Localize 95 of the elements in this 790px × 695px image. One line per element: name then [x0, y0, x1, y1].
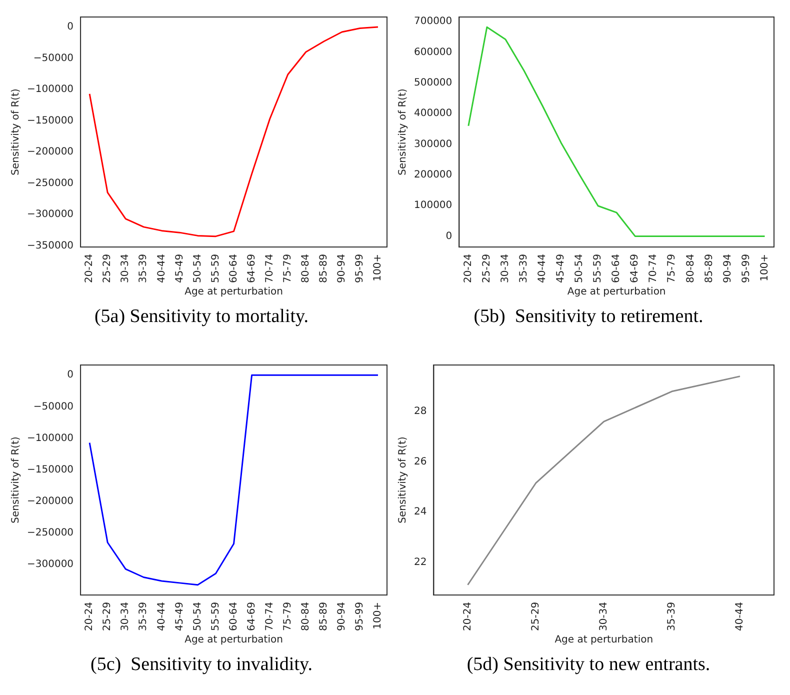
- x-tick-label: 75-79: [282, 254, 294, 284]
- x-tick-label: 100+: [372, 254, 384, 282]
- y-axis-title: Sensitivity of R(t): [398, 88, 409, 176]
- x-tick-label: 40-44: [734, 602, 746, 632]
- x-tick-label: 90-94: [722, 254, 734, 284]
- x-tick-label: 20-24: [463, 254, 474, 284]
- x-tick-label: 75-79: [282, 602, 294, 632]
- x-tick-label: 20-24: [462, 602, 474, 632]
- y-tick-label: 300000: [414, 138, 452, 150]
- x-tick-label: 50-54: [192, 602, 204, 632]
- y-axis-title: Sensitivity of R(t): [10, 436, 22, 524]
- x-tick-label: 50-54: [192, 254, 204, 284]
- x-tick-label: 70-74: [264, 254, 276, 284]
- y-tick-label: −50000: [33, 401, 74, 412]
- x-tick-label: 95-99: [354, 254, 366, 284]
- x-tick-label: 70-74: [648, 254, 660, 284]
- y-axis-title: Sensitivity of R(t): [10, 88, 22, 176]
- x-tick-label: 40-44: [537, 254, 548, 284]
- text: (5b) Sensitivity to retirement.: [472, 306, 704, 328]
- y-tick-label: −300000: [26, 559, 74, 570]
- x-tick-label: 100+: [372, 602, 384, 630]
- y-tick-label: −150000: [26, 464, 74, 476]
- x-tick-label: 30-34: [598, 602, 610, 632]
- y-tick-label: −100000: [26, 84, 74, 96]
- x-axis-title: Age at perturbation: [567, 286, 666, 298]
- x-tick-label: 45-49: [174, 602, 186, 632]
- text: (5d) Sensitivity to new entrants.: [466, 654, 712, 676]
- text: (5a) Sensitivity to mortality.: [93, 306, 310, 328]
- x-axis-title: Age at perturbation: [184, 634, 283, 646]
- x-tick-label: 60-64: [611, 254, 622, 284]
- x-tick-label: 35-39: [666, 602, 678, 632]
- x-tick-label: 30-34: [500, 254, 512, 284]
- x-tick-label: 20-24: [84, 602, 96, 632]
- x-tick-label: 45-49: [174, 254, 186, 284]
- x-tick-label: 60-64: [228, 254, 240, 284]
- x-tick-label: 25-29: [102, 254, 114, 284]
- y-tick-label: 0: [67, 22, 74, 33]
- y-tick-label: 28: [414, 406, 427, 418]
- x-tick-label: 35-39: [138, 602, 150, 632]
- y-tick-label: 600000: [414, 46, 452, 58]
- y-tick-label: 100000: [414, 200, 452, 212]
- x-tick-label: 75-79: [666, 254, 678, 284]
- x-tick-label: 30-34: [120, 254, 132, 284]
- x-tick-label: 95-99: [354, 602, 366, 632]
- x-tick-label: 64-69: [630, 254, 641, 284]
- y-tick-label: −300000: [26, 209, 74, 220]
- x-tick-label: 80-84: [300, 254, 312, 284]
- x-tick-label: 40-44: [156, 602, 168, 632]
- x-tick-label: 70-74: [264, 602, 276, 632]
- x-tick-label: 55-59: [210, 254, 222, 284]
- y-tick-label: −200000: [26, 496, 74, 508]
- y-tick-label: 400000: [414, 108, 452, 120]
- x-tick-label: 20-24: [84, 254, 96, 284]
- x-tick-label: 30-34: [120, 602, 132, 632]
- x-tick-label: 55-59: [592, 254, 604, 284]
- x-tick-label: 100+: [759, 254, 770, 282]
- y-tick-label: −350000: [26, 240, 74, 252]
- y-tick-label: −50000: [33, 52, 74, 64]
- y-tick-label: −250000: [26, 528, 74, 539]
- x-tick-label: 80-84: [300, 602, 312, 632]
- x-tick-label: 95-99: [740, 254, 752, 284]
- x-tick-label: 64-69: [246, 602, 258, 632]
- y-tick-label: 26: [414, 456, 427, 468]
- x-tick-label: 85-89: [318, 602, 330, 632]
- x-axis-title: Age at perturbation: [184, 286, 283, 298]
- x-tick-label: 55-59: [210, 602, 222, 632]
- x-tick-label: 50-54: [574, 254, 586, 284]
- x-tick-label: 35-39: [138, 254, 150, 284]
- y-tick-label: 22: [414, 556, 427, 568]
- y-tick-label: 200000: [414, 169, 452, 180]
- y-tick-label: 0: [67, 370, 74, 381]
- x-tick-label: 25-29: [482, 254, 493, 284]
- x-tick-label: 90-94: [336, 254, 348, 284]
- y-axis-title: Sensitivity of R(t): [398, 436, 409, 524]
- x-axis-title: Age at perturbation: [554, 634, 654, 646]
- y-tick-label: −100000: [26, 432, 74, 444]
- y-tick-label: 500000: [414, 78, 452, 89]
- y-tick-label: −200000: [26, 146, 74, 158]
- x-tick-label: 45-49: [556, 254, 567, 284]
- x-tick-label: 80-84: [685, 254, 696, 284]
- text: (5c) Sensitivity to invalidity.: [90, 654, 314, 676]
- x-tick-label: 25-29: [102, 602, 114, 632]
- x-tick-label: 85-89: [704, 254, 715, 284]
- x-tick-label: 85-89: [318, 254, 330, 284]
- y-tick-label: −250000: [26, 178, 74, 189]
- y-tick-label: 0: [446, 230, 452, 242]
- y-tick-label: −150000: [26, 115, 74, 126]
- x-tick-label: 40-44: [156, 254, 168, 284]
- y-tick-label: 700000: [414, 16, 452, 28]
- x-tick-label: 60-64: [228, 602, 240, 632]
- x-tick-label: 64-69: [246, 254, 258, 284]
- y-tick-label: 24: [414, 506, 427, 518]
- x-tick-label: 25-29: [530, 602, 542, 632]
- x-tick-label: 90-94: [336, 602, 348, 632]
- x-tick-label: 35-39: [518, 254, 530, 284]
